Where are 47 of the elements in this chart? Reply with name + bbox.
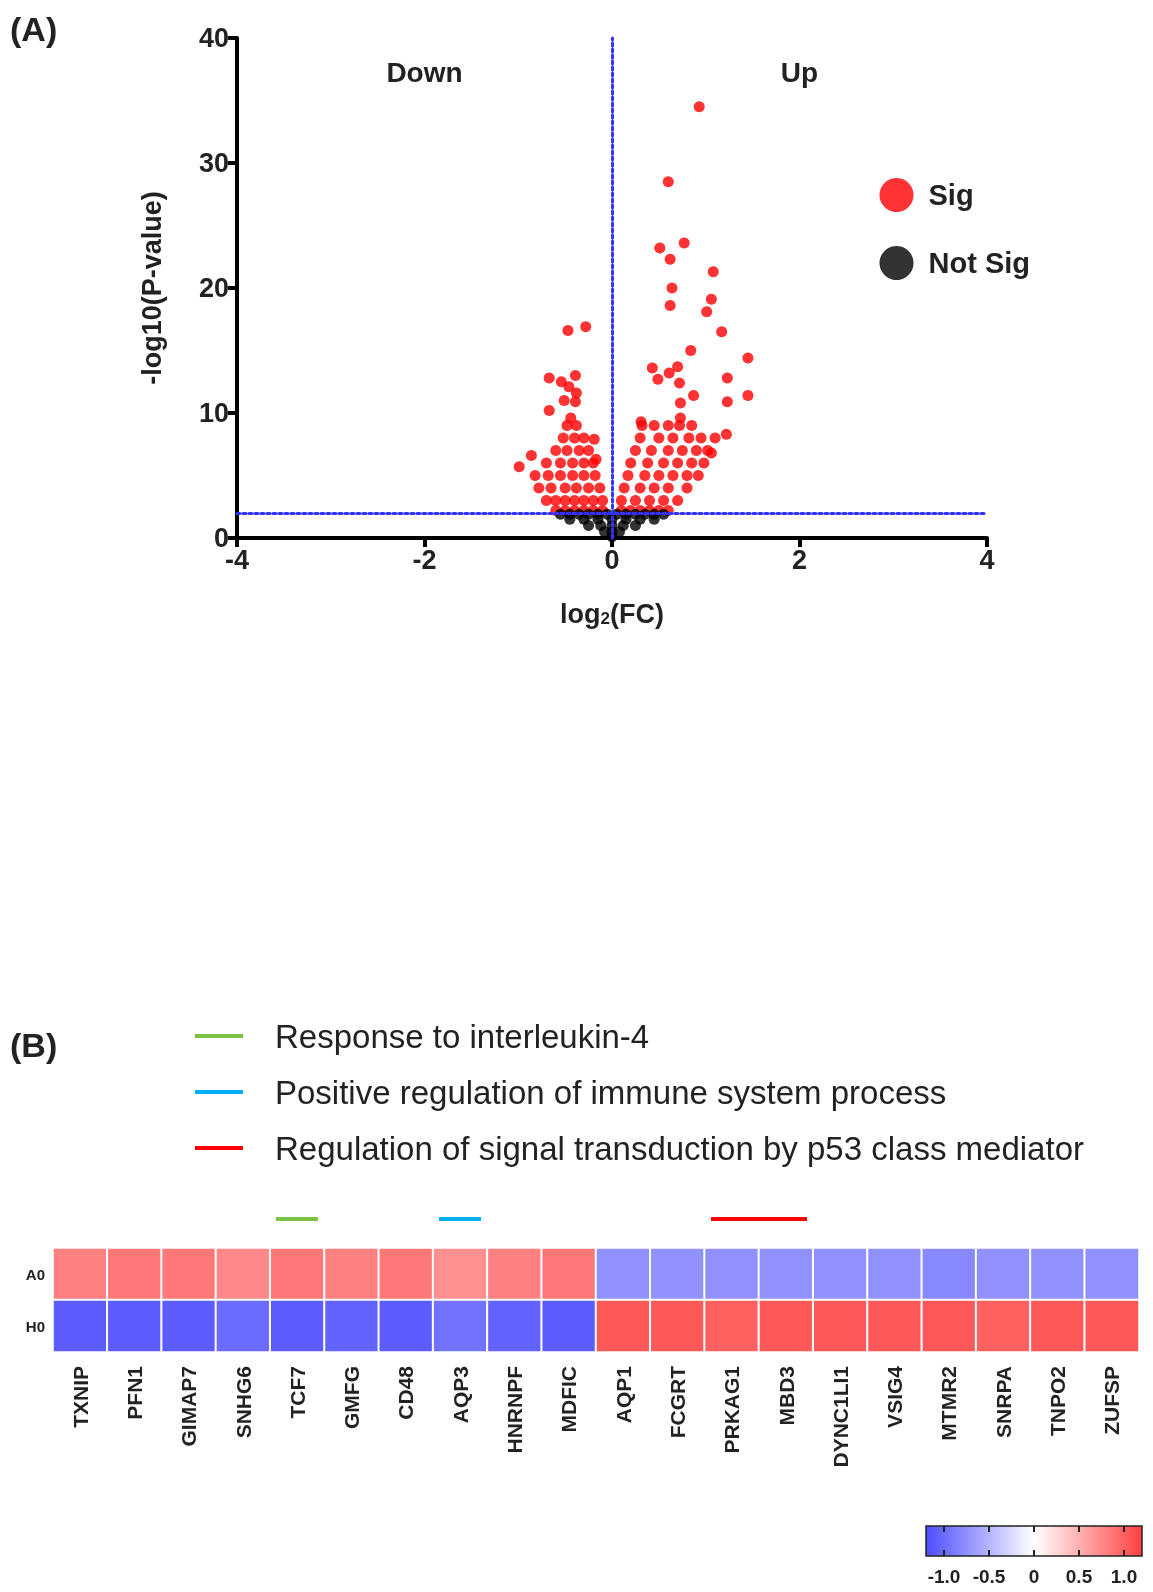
color-bar-label: 0.5: [1065, 1565, 1093, 1587]
x-tick-label: AQP1: [611, 1365, 635, 1424]
text: Positive regulation of immune system process: [275, 1073, 947, 1111]
x-tick-label: HNRNPF: [503, 1365, 527, 1454]
x-tick-label: 2: [791, 544, 808, 575]
y-tick-label: 20: [198, 273, 229, 303]
x-tick-label: FCGRT: [665, 1365, 689, 1439]
y-axis-title: -log10(P-value): [136, 191, 167, 385]
x-tick-label: PFN1: [122, 1365, 146, 1420]
text: Response to interleukin-4: [275, 1017, 650, 1055]
x-tick-label: PRKAG1: [720, 1365, 744, 1454]
x-tick-label: CD48: [394, 1365, 418, 1420]
x-tick-label: MBD3: [774, 1366, 798, 1426]
x-tick-label: 0: [604, 544, 620, 575]
x-tick-label: SNHG6: [231, 1366, 255, 1439]
legend-label: Not Sig: [928, 247, 1031, 279]
y-tick-label: 40: [198, 23, 229, 53]
text: Regulation of signal transduction by p53 class mediator: [275, 1129, 1084, 1167]
x-tick-label: VSIG4: [883, 1365, 907, 1428]
y-tick-label: H0: [25, 1317, 45, 1335]
x-axis-title: log2(FC): [560, 598, 664, 629]
x-tick-label: AQP3: [448, 1366, 472, 1424]
x-tick-label: 4: [979, 544, 995, 575]
color-bar-label: 1.0: [1110, 1565, 1138, 1587]
x-tick-label: TNPO2: [1046, 1366, 1070, 1437]
y-tick-label: 0: [213, 523, 229, 553]
x-tick-label: ZUFSP: [1100, 1366, 1124, 1435]
annotation: Down: [386, 56, 463, 88]
y-tick-label: 10: [198, 398, 229, 428]
x-tick-label: -2: [412, 544, 437, 575]
text: (A): [10, 10, 58, 48]
color-bar-label: 0: [1028, 1565, 1040, 1587]
x-tick-label: GIMAP7: [177, 1366, 201, 1447]
x-tick-label: DYNC1LI1: [828, 1365, 852, 1468]
x-tick-label: MTMR2: [937, 1366, 961, 1441]
x-tick-label: TXNIP: [68, 1366, 92, 1428]
color-bar-label: -0.5: [972, 1565, 1006, 1587]
annotation: Up: [780, 56, 819, 88]
y-tick-label: A0: [25, 1265, 45, 1283]
color-bar-label: -1.0: [927, 1565, 961, 1587]
legend-label: Sig: [928, 179, 974, 211]
text: (B): [10, 1026, 58, 1064]
x-tick-label: MDFIC: [557, 1366, 581, 1433]
x-tick-label: GMFG: [340, 1366, 364, 1429]
x-tick-label: TCF7: [285, 1366, 309, 1419]
y-tick-label: 30: [198, 148, 229, 178]
x-tick-label: SNRPA: [991, 1366, 1015, 1438]
